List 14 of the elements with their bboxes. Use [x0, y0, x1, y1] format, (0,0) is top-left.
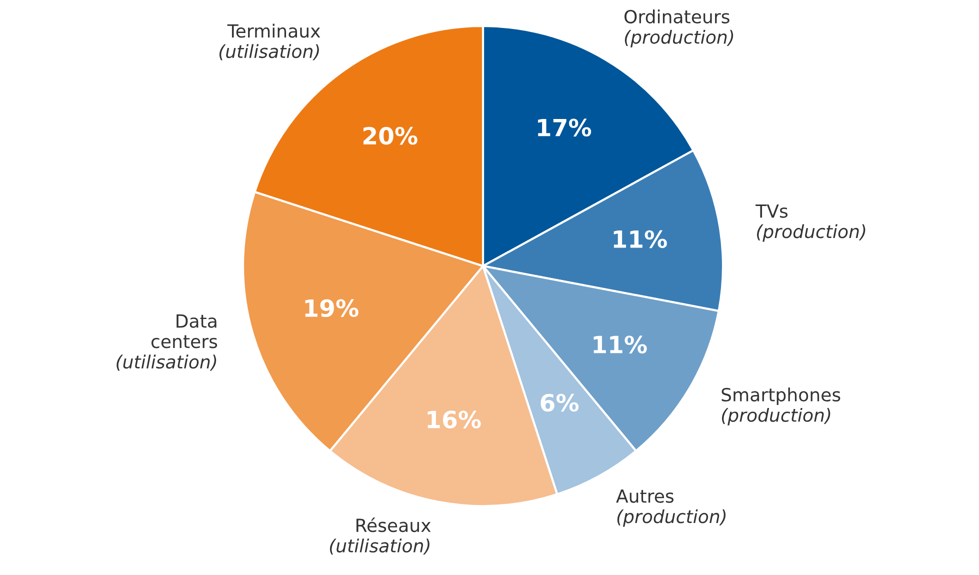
data-label: 11% [594, 336, 647, 354]
slice-label: TVs (production) [756, 204, 866, 242]
slice-label: Smartphones (production) [722, 388, 840, 426]
slice-label: Autres (production) [616, 489, 726, 527]
data-label: 16% [428, 410, 481, 428]
data-label: 6% [540, 394, 579, 412]
slice-label: Terminaux (utilisation) [219, 24, 320, 60]
data-label: 20% [364, 126, 418, 145]
slice-label: Data centers (utilisation) [116, 314, 218, 371]
slice-label: Réseaux (utilisation) [330, 517, 431, 555]
slice-label: Ordinateurs (production) [624, 10, 734, 48]
data-label: 19% [305, 299, 358, 318]
data-label: 17% [538, 118, 592, 137]
data-label: 11% [614, 230, 667, 248]
